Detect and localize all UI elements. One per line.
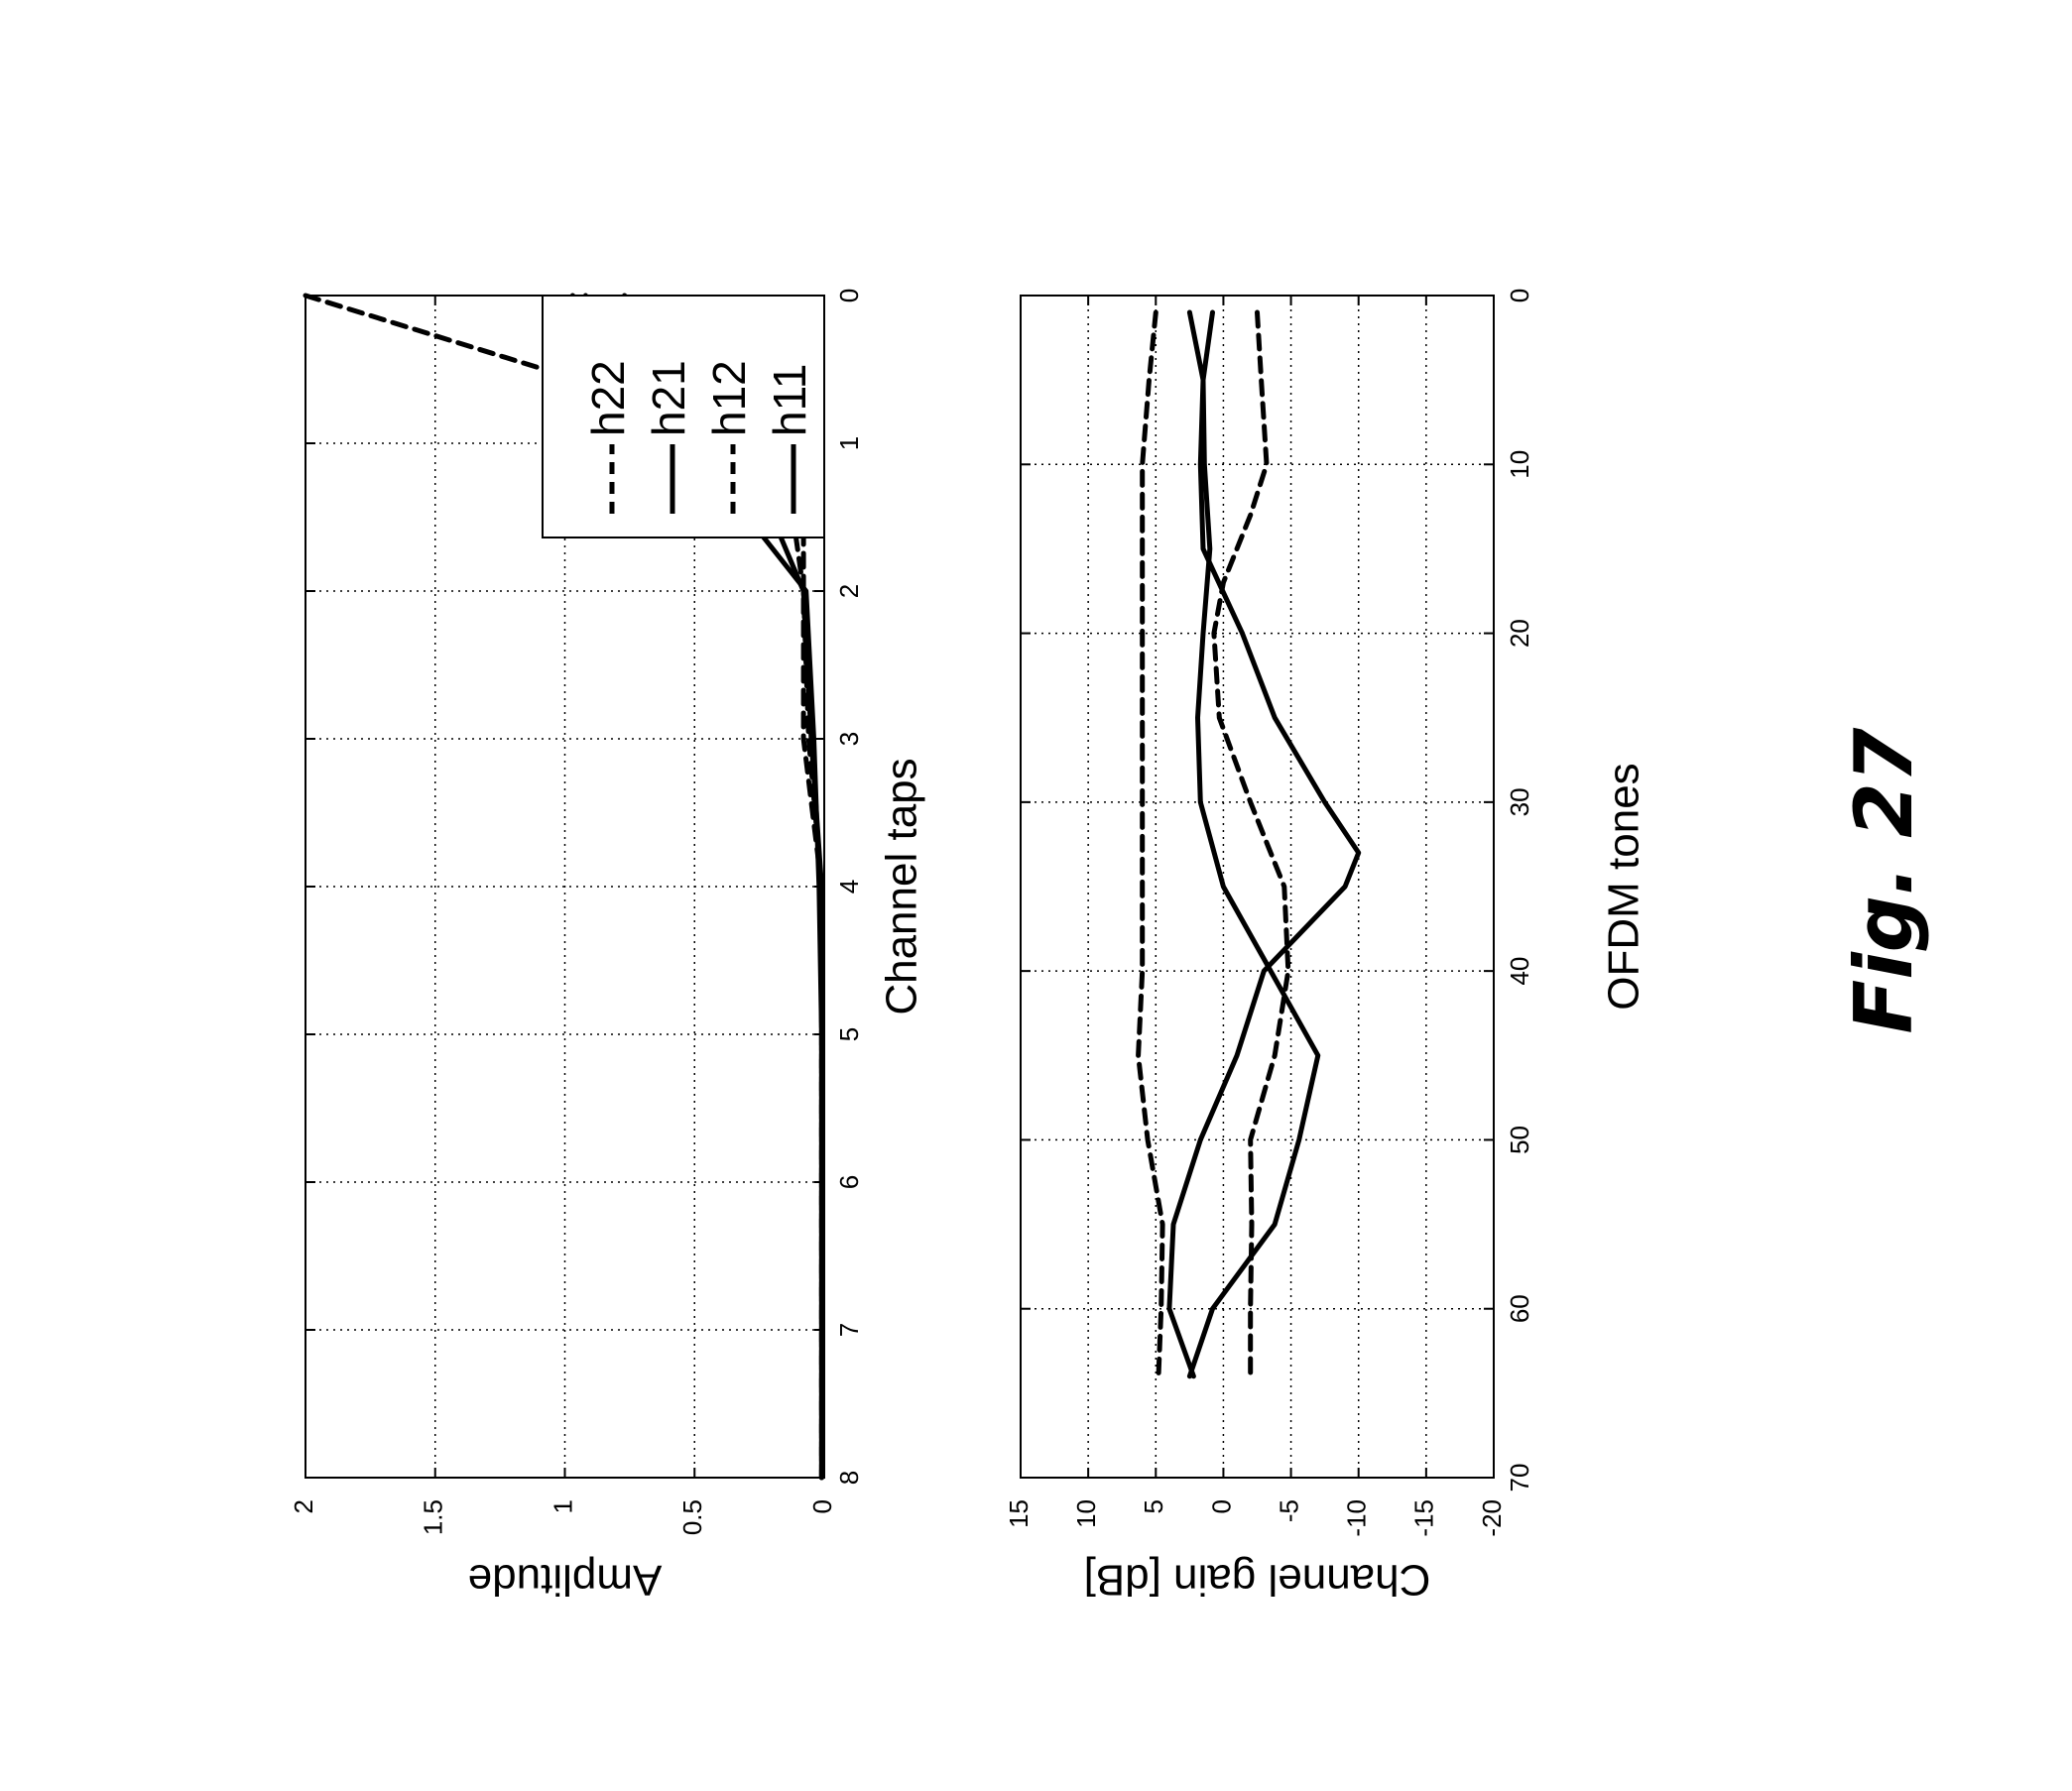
- x-tick-label: 30: [1505, 787, 1534, 816]
- channel-gain-chart: 0 10 20 30 40 50 60 70 -20 -15 -10 -5 0 5 10 15 OFDM ton…: [1004, 289, 1648, 1605]
- y-tick-label: -20: [1477, 1499, 1507, 1537]
- x-tick-label: 0: [834, 289, 864, 302]
- legend-label: h12: [703, 360, 755, 436]
- y-tick-label: 0: [807, 1499, 837, 1513]
- y-tick-label: -5: [1274, 1499, 1303, 1522]
- x-tick-label: 20: [1505, 619, 1534, 648]
- x-axis-label: OFDM tones: [1600, 763, 1648, 1010]
- x-tick-label: 60: [1505, 1294, 1534, 1323]
- x-tick-label: 4: [834, 880, 864, 894]
- amplitude-chart: 0 1 2 3 4 5 6 7 8 0 0.5 1 1.5 2 Channel taps Amplitude h…: [289, 289, 926, 1605]
- x-tick-label: 40: [1505, 957, 1534, 986]
- x-tick-label: 50: [1505, 1126, 1534, 1154]
- y-tick-label: 0.5: [677, 1499, 707, 1535]
- y-tick-label: 15: [1004, 1499, 1034, 1528]
- series-line-1-3: [1211, 309, 1291, 1379]
- x-tick-label: 0: [1505, 289, 1534, 302]
- series-line-1-1: [1166, 309, 1362, 1379]
- y-axis-label: Channel gain [dB]: [1084, 1555, 1431, 1604]
- y-tick-label: 1.5: [419, 1499, 448, 1535]
- legend-label: h11: [764, 364, 815, 436]
- y-tick-label: 2: [289, 1499, 318, 1513]
- legend-label: h21: [643, 360, 694, 436]
- x-tick-label: 3: [834, 732, 864, 746]
- x-tick-label: 6: [834, 1175, 864, 1189]
- legend-label: h22: [582, 360, 634, 436]
- y-tick-label: -15: [1409, 1499, 1439, 1537]
- x-tick-label: 10: [1505, 450, 1534, 479]
- x-tick-label: 8: [834, 1471, 864, 1485]
- x-axis-label: Channel taps: [878, 758, 926, 1015]
- x-tick-label: 5: [834, 1027, 864, 1041]
- x-tick-label: 1: [834, 436, 864, 450]
- series-line-1-2: [1136, 309, 1165, 1379]
- series-line-1-0: [1186, 309, 1321, 1379]
- y-axis-label: Amplitude: [468, 1555, 663, 1604]
- figure-caption: Fig. 27: [1838, 727, 1930, 1033]
- y-tick-label: 0: [1206, 1499, 1236, 1513]
- legend-box: [542, 295, 825, 538]
- y-tick-label: 1: [548, 1499, 577, 1513]
- x-tick-label: 7: [834, 1323, 864, 1337]
- y-tick-label: -10: [1342, 1499, 1372, 1537]
- plot-frame: [1020, 295, 1495, 1479]
- x-tick-label: 70: [1505, 1464, 1534, 1492]
- y-tick-label: 5: [1139, 1499, 1168, 1513]
- x-tick-label: 2: [834, 584, 864, 598]
- y-tick-label: 10: [1071, 1499, 1101, 1528]
